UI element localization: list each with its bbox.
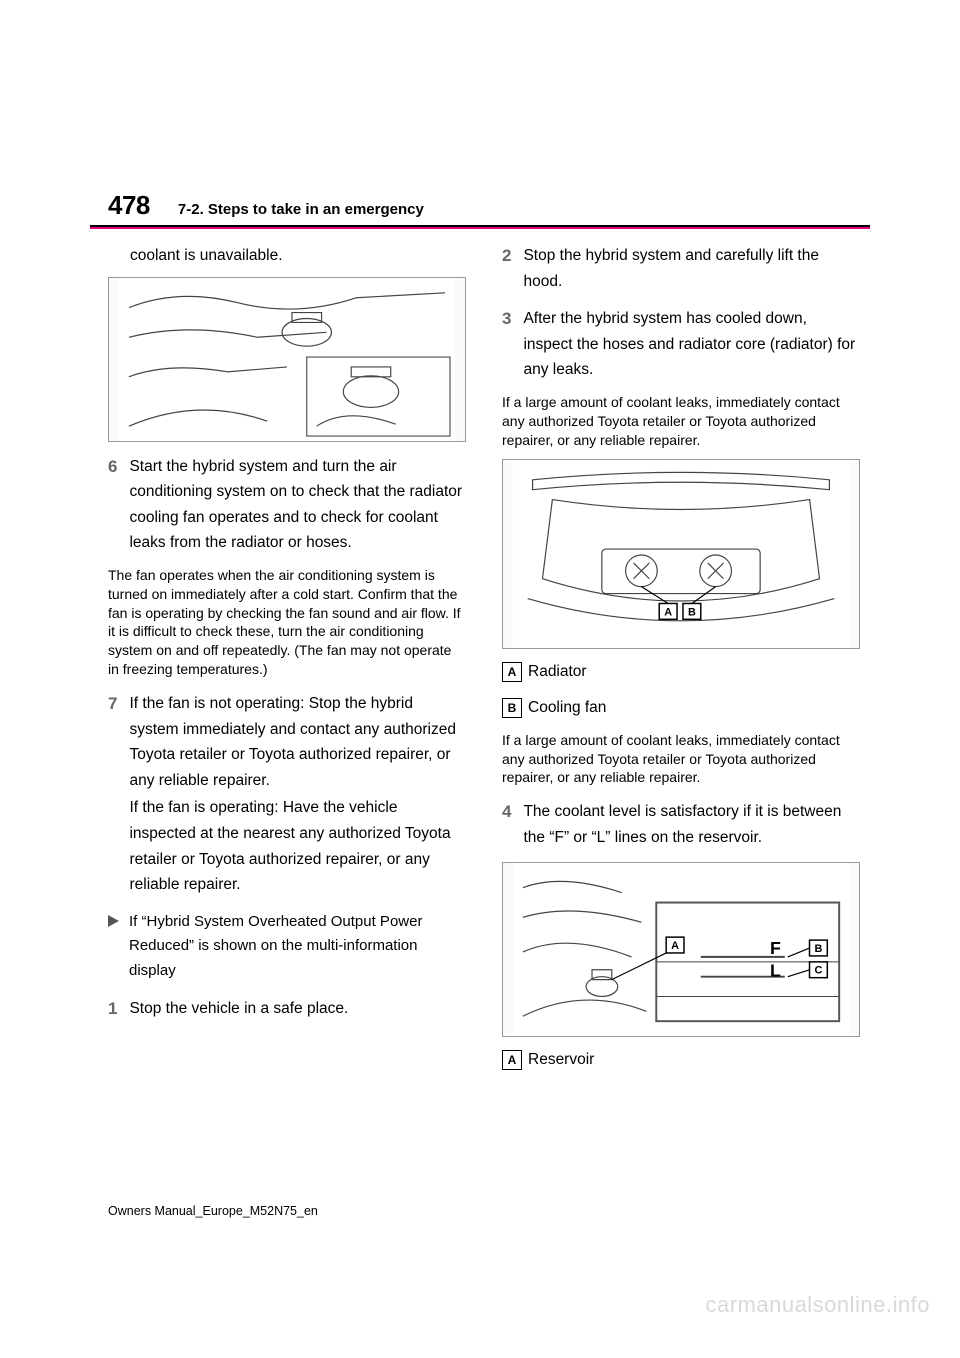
step-number: 1 — [108, 996, 117, 1022]
header-divider — [90, 225, 870, 229]
step-7: 7 If the fan is not operating: Stop the … — [108, 691, 466, 898]
step-6: 6 Start the hybrid system and turn the a… — [108, 454, 466, 556]
label-box-a2: A — [502, 1050, 522, 1070]
step-number: 3 — [502, 306, 511, 383]
step-number: 6 — [108, 454, 117, 556]
step-number: 4 — [502, 799, 511, 850]
coolant-cap-illustration — [109, 278, 465, 441]
figure-coolant-cap — [108, 277, 466, 442]
step-number: 7 — [108, 691, 117, 898]
manual-page: 478 7-2. Steps to take in an emergency c… — [0, 0, 960, 1113]
intro-text: coolant is unavailable. — [108, 243, 466, 269]
engine-bay-illustration: A B — [503, 460, 859, 648]
svg-text:A: A — [671, 940, 679, 952]
svg-text:F: F — [770, 938, 781, 958]
label-text: Radiator — [528, 659, 587, 685]
step-2: 2 Stop the hybrid system and carefully l… — [502, 243, 860, 294]
step-1: 1 Stop the vehicle in a safe place. — [108, 996, 466, 1022]
section-title: 7-2. Steps to take in an emergency — [178, 201, 424, 218]
label-reservoir: A Reservoir — [502, 1047, 860, 1073]
figure-engine-bay: A B — [502, 459, 860, 649]
svg-text:L: L — [770, 961, 781, 981]
step7-part-b: If the fan is operating: Have the vehicl… — [129, 795, 466, 897]
note-fan-operation: The fan operates when the air condi­tion… — [108, 566, 466, 679]
step-number: 2 — [502, 243, 511, 294]
label-cooling-fan: B Cooling fan — [502, 695, 860, 721]
content-columns: coolant is unavailable. — [108, 243, 860, 1073]
divider-magenta — [90, 227, 870, 229]
label-radiator: A Radiator — [502, 659, 860, 685]
footer-text: Owners Manual_Europe_M52N75_en — [108, 1204, 318, 1218]
page-number: 478 — [108, 190, 150, 221]
step-text: Start the hybrid system and turn the air… — [129, 454, 466, 556]
note-coolant-leaks-2: If a large amount of coolant leaks, imme… — [502, 731, 860, 788]
step-3: 3 After the hybrid system has cooled dow… — [502, 306, 860, 383]
svg-text:A: A — [664, 607, 672, 619]
bullet-hybrid-overheated: If “Hybrid System Overheated Output Powe… — [108, 910, 466, 984]
label-text: Cooling fan — [528, 695, 606, 721]
right-column: 2 Stop the hybrid system and carefully l… — [502, 243, 860, 1073]
step7-part-a: If the fan is not operating: Stop the hy… — [129, 691, 466, 793]
label-box-a: A — [502, 662, 522, 682]
label-text: Reservoir — [528, 1047, 594, 1073]
bullet-text: If “Hybrid System Overheated Output Powe… — [129, 910, 466, 984]
step-text: Stop the hybrid system and carefully lif… — [523, 243, 860, 294]
triangle-bullet-icon — [108, 915, 119, 927]
svg-text:B: B — [688, 607, 696, 619]
label-box-b: B — [502, 698, 522, 718]
left-column: coolant is unavailable. — [108, 243, 466, 1073]
step-4: 4 The coolant level is satisfactory if i… — [502, 799, 860, 850]
reservoir-illustration: F L A B C — [503, 863, 859, 1036]
svg-text:B: B — [814, 943, 822, 955]
step-text: After the hybrid system has cooled down,… — [523, 306, 860, 383]
figure-reservoir: F L A B C — [502, 862, 860, 1037]
step-text: The coolant level is satisfactory if it … — [523, 799, 860, 850]
step-text: If the fan is not operating: Stop the hy… — [129, 691, 466, 898]
watermark: carmanualsonline.info — [705, 1292, 930, 1318]
step-text: Stop the vehicle in a safe place. — [129, 996, 466, 1022]
note-coolant-leaks-1: If a large amount of coolant leaks, imme… — [502, 393, 860, 450]
page-header: 478 7-2. Steps to take in an emergency — [108, 190, 860, 221]
svg-text:C: C — [814, 965, 822, 977]
